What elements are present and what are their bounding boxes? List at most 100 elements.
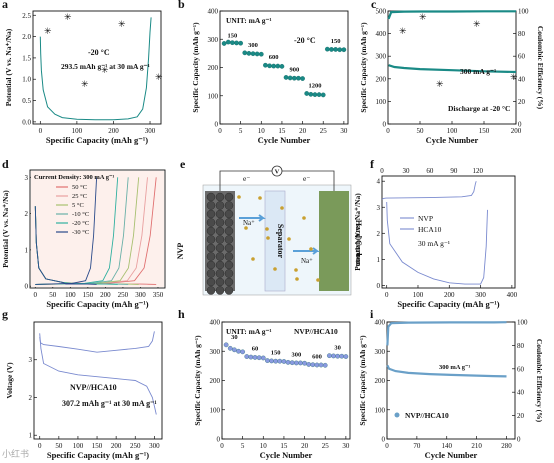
x-tick-label: 20 xyxy=(299,127,307,135)
y-tick-label: 1.0 xyxy=(22,76,31,84)
electrode-particle xyxy=(215,192,225,202)
y2-tick-label: 100 xyxy=(518,8,529,16)
electrode-particle xyxy=(206,226,216,236)
y-tick-label: 2.0 xyxy=(22,33,31,41)
data-point xyxy=(248,354,254,360)
ion-particle xyxy=(251,257,255,261)
electrode-particle xyxy=(224,201,234,210)
y-tick-label: 0 xyxy=(215,121,219,129)
y-tick-label: 1 xyxy=(29,432,33,440)
data-point xyxy=(339,353,345,359)
electrode-particle xyxy=(206,277,216,287)
data-point xyxy=(238,40,243,46)
data-point xyxy=(287,75,293,81)
y-tick-label: 200 xyxy=(210,377,221,385)
watermark-text: 小红书 xyxy=(2,450,30,460)
y-tick-label: 300 xyxy=(376,53,387,61)
electrode-particle xyxy=(206,286,216,295)
capacity-line xyxy=(386,364,507,378)
data-point xyxy=(242,50,248,56)
x-tick-label: 200 xyxy=(100,291,111,299)
data-point xyxy=(258,51,264,57)
y-tick-label: 100 xyxy=(208,92,219,100)
legend-label: -20 °C xyxy=(72,220,89,227)
electrode-particle xyxy=(224,235,234,244)
x-tick-label: 0 xyxy=(220,442,224,450)
x-tick-label: 100 xyxy=(73,442,84,450)
legend-label: NVP xyxy=(418,214,433,223)
electrode-particle xyxy=(206,209,216,219)
data-point xyxy=(236,348,241,354)
data-point xyxy=(232,347,237,353)
panel-g: 0 50 100 150 200 250 300 1 2 3 Specific Capacity (… xyxy=(5,321,163,460)
y2-tick-label: 20 xyxy=(518,98,526,106)
y2-axis-label: Coulombic Efficiency (%) xyxy=(536,26,545,110)
electrode-particle xyxy=(224,252,234,261)
y2-tick-label: 0 xyxy=(517,436,521,444)
annotation: 300 mA g⁻¹ xyxy=(439,364,470,371)
y-tick-label: 100 xyxy=(376,98,387,106)
x-tick-label: 300 xyxy=(149,442,160,450)
y-tick-label: 0.5 xyxy=(22,97,31,105)
separator xyxy=(264,190,286,292)
data-point xyxy=(304,91,310,96)
efficiency-line xyxy=(386,321,507,346)
snowflake-icon: ✳ xyxy=(101,65,109,75)
x-tick-label: 150 xyxy=(83,291,94,299)
y-tick-label: 400 xyxy=(376,30,387,38)
electrode-particle xyxy=(215,235,225,244)
x-axis-label: Cycle Number xyxy=(260,450,313,460)
y2-tick-label: 100 xyxy=(517,319,528,327)
data-point xyxy=(267,63,272,69)
annotation: 30 mA g⁻¹ xyxy=(418,239,450,248)
electrode-particle xyxy=(215,269,225,278)
x2-tick-label: 90 xyxy=(450,167,458,175)
hca10-line xyxy=(386,201,488,285)
data-point xyxy=(306,362,312,367)
data-point xyxy=(298,360,303,366)
annotation: NVP//HCA10 xyxy=(294,327,338,336)
ion-particle xyxy=(295,277,299,281)
data-point xyxy=(341,47,347,53)
data-point xyxy=(314,362,320,368)
capacity-line xyxy=(388,64,517,74)
x-tick-label: 250 xyxy=(118,291,129,299)
y-tick-label: 300 xyxy=(208,36,219,44)
plot-frame xyxy=(33,321,163,440)
snowflake-icon: ✳ xyxy=(510,72,518,82)
x-tick-label: 30 xyxy=(340,127,348,135)
x-tick-label: 100 xyxy=(65,291,76,299)
y-tick-label: 0.0 xyxy=(22,118,31,126)
y2-tick-label: 0 xyxy=(518,121,522,129)
y-tick-label: 0 xyxy=(382,436,386,444)
legend-marker xyxy=(394,412,400,418)
data-point xyxy=(331,353,336,359)
voltmeter-icon xyxy=(271,165,283,177)
discharge-line xyxy=(34,206,97,285)
snowflake-icon: ✳ xyxy=(399,26,407,36)
data-point xyxy=(296,75,301,81)
data-point xyxy=(318,362,324,368)
electrode-particle xyxy=(206,235,216,244)
data-point xyxy=(273,358,279,364)
data-point xyxy=(320,92,326,98)
y-tick-label: 1.5 xyxy=(22,54,31,62)
rate-label: 900 xyxy=(289,66,299,73)
x-axis-label: Cycle Number xyxy=(425,450,478,460)
electrode-particle xyxy=(224,286,234,295)
data-point xyxy=(327,353,332,358)
x2-tick-label: 30 xyxy=(402,167,410,175)
y-tick-label: 4 xyxy=(377,178,381,186)
data-point xyxy=(271,63,277,69)
electrode-particle xyxy=(224,243,234,253)
legend-label: -10 °C xyxy=(72,211,89,218)
rate-label: 300 xyxy=(291,351,301,358)
annotation: Discharge at -20 °C xyxy=(448,104,510,113)
y-tick-label: 200 xyxy=(375,377,386,385)
x-tick-label: 15 xyxy=(278,127,286,135)
y-tick-label: 3 xyxy=(25,174,29,182)
y-tick-label: 2 xyxy=(25,210,29,218)
